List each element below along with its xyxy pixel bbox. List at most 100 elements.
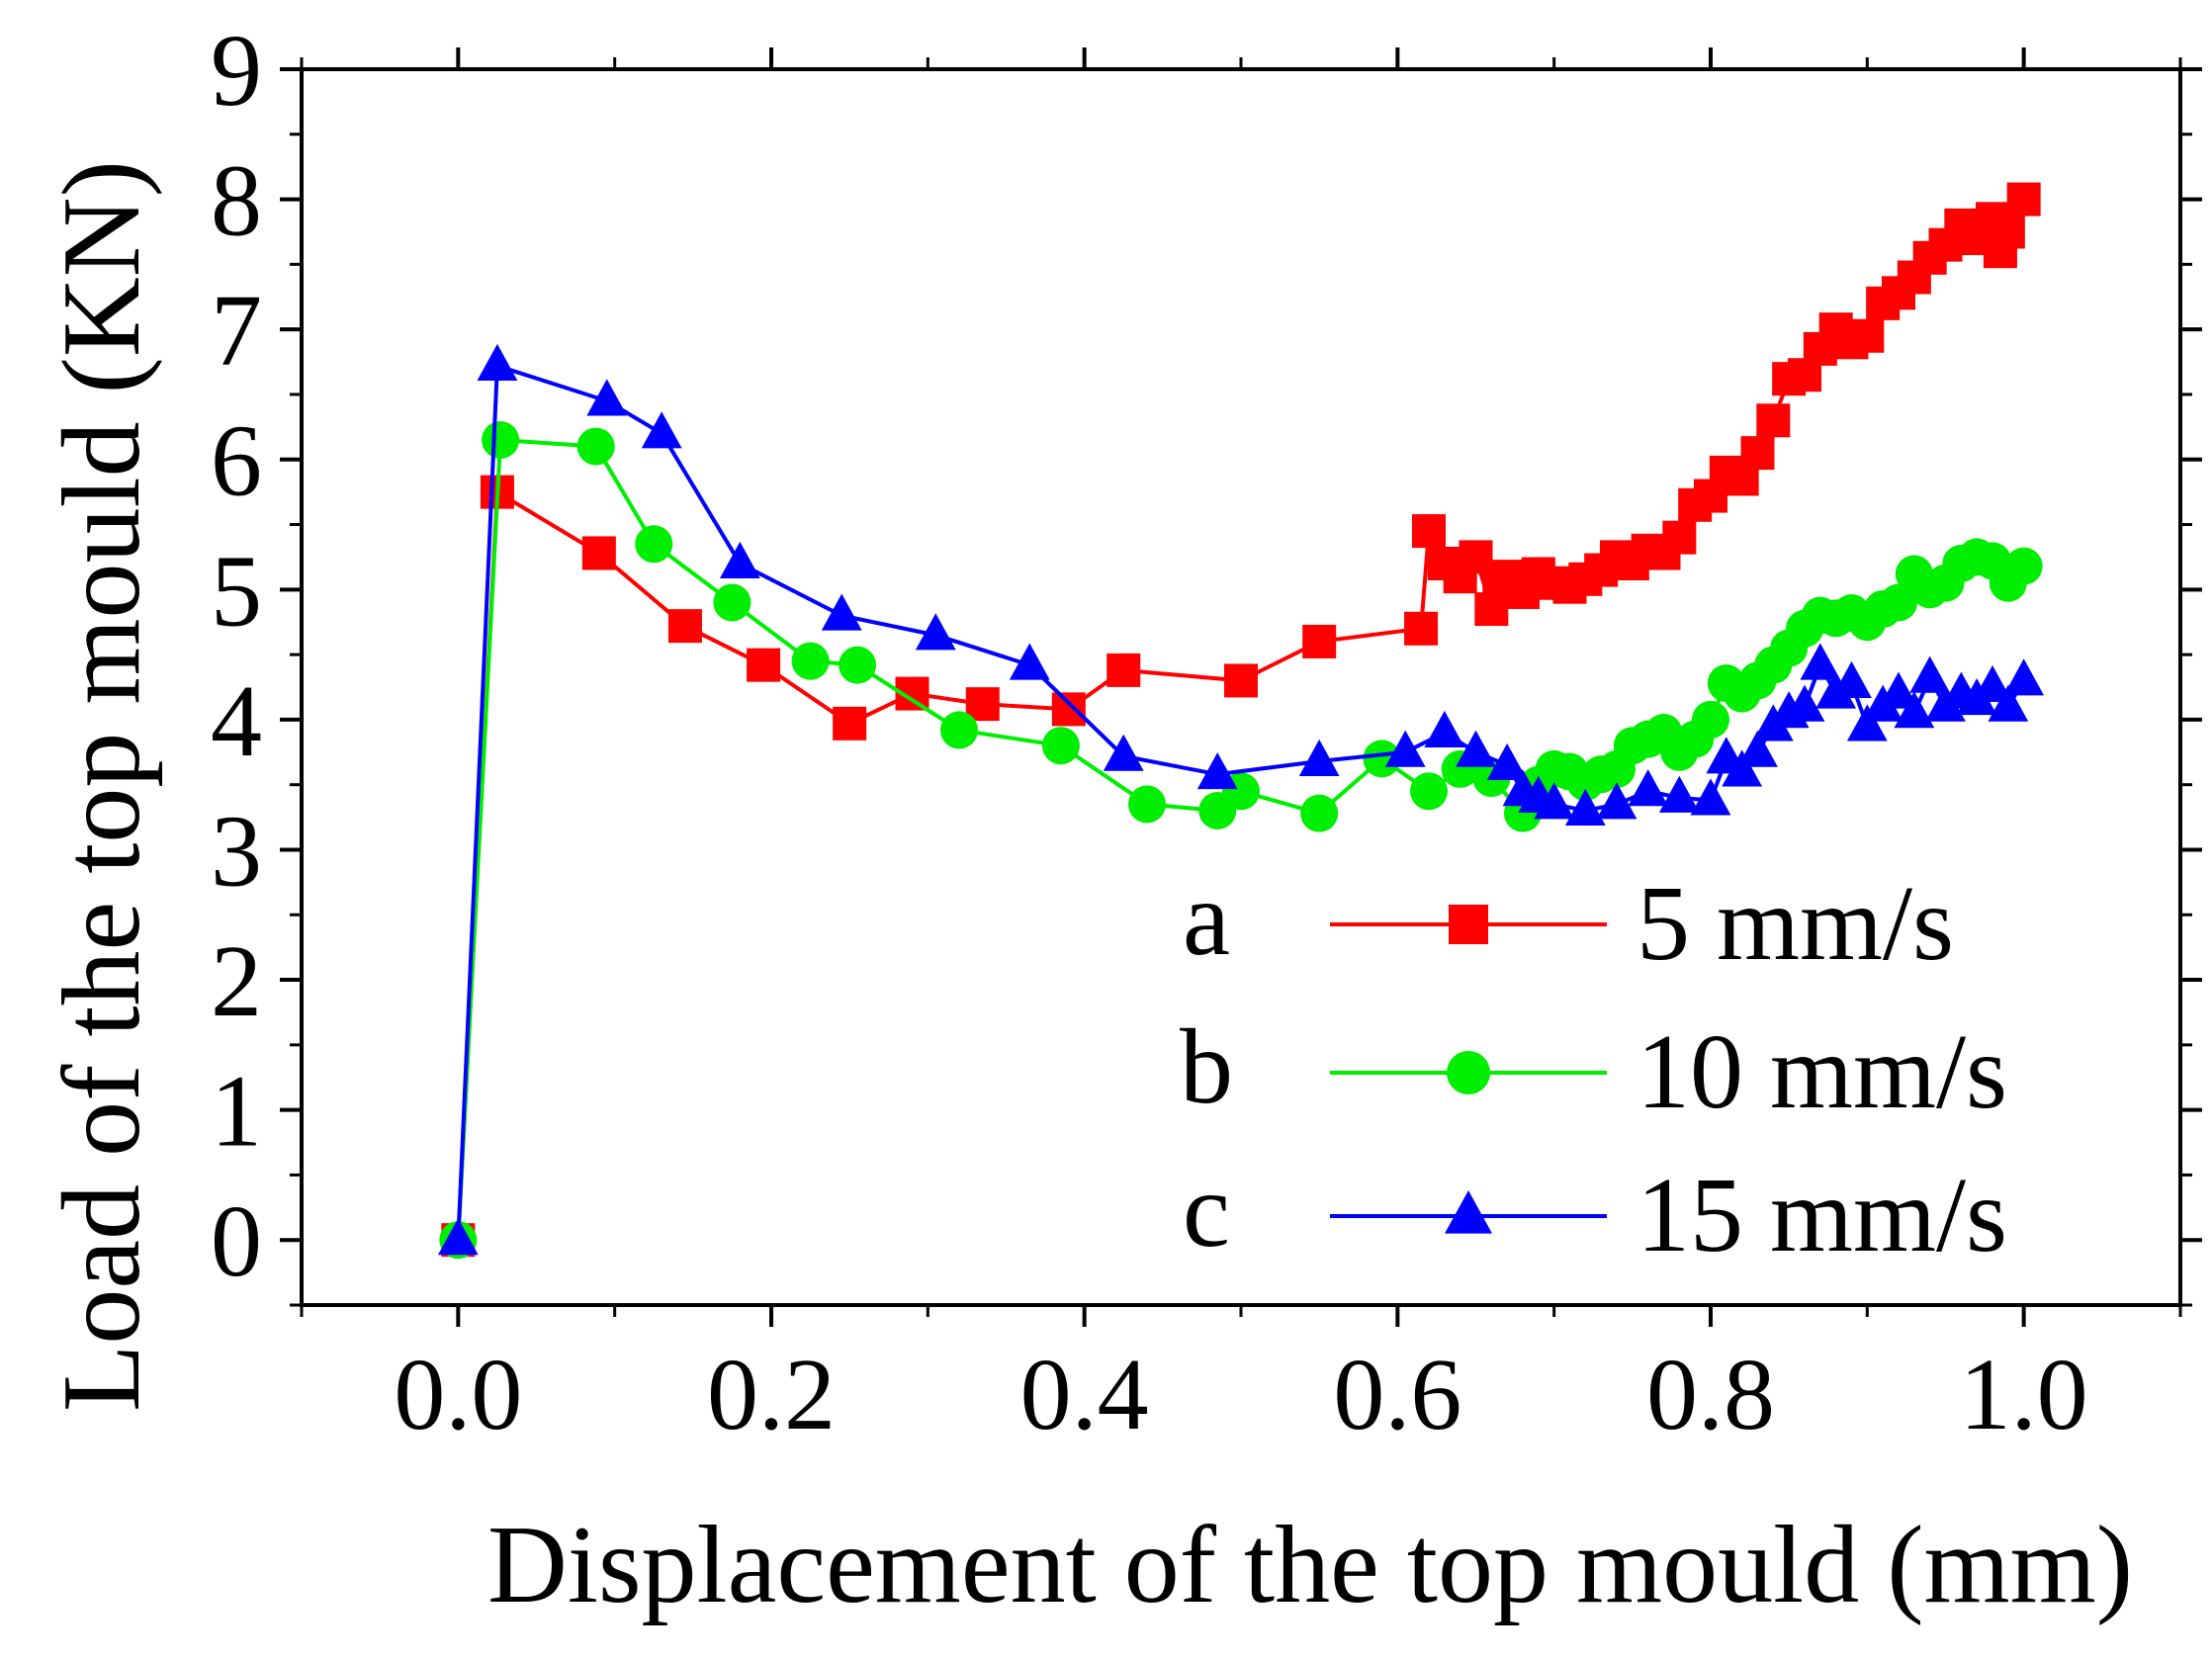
data-point-b xyxy=(635,525,673,564)
data-point-c xyxy=(1878,671,1919,709)
legend-letter-c: c xyxy=(1183,1152,1230,1269)
legend-marker-a xyxy=(1449,905,1488,944)
data-point-c xyxy=(1628,769,1669,807)
data-point-c xyxy=(1384,730,1426,767)
legend-letter-a: a xyxy=(1183,860,1230,978)
y-tick-label: 6 xyxy=(211,404,262,518)
series-c xyxy=(437,343,2045,1256)
data-point-b xyxy=(1692,700,1729,739)
data-point-a xyxy=(1404,611,1439,646)
data-point-c xyxy=(1298,739,1340,776)
data-point-c xyxy=(641,411,682,449)
data-point-b xyxy=(2004,547,2043,585)
data-point-b xyxy=(1041,727,1080,765)
data-point-c xyxy=(1534,782,1575,820)
x-tick-label: 0.8 xyxy=(1646,1338,1775,1451)
data-point-b xyxy=(576,427,615,466)
data-point-c xyxy=(1722,749,1763,787)
data-point-a xyxy=(1662,520,1697,555)
y-tick-label: 7 xyxy=(211,274,262,388)
data-point-b xyxy=(482,421,520,459)
data-point-c xyxy=(1909,655,1951,693)
data-point-c xyxy=(915,613,956,651)
data-point-c xyxy=(1009,643,1050,680)
data-point-b xyxy=(940,711,978,749)
data-point-c xyxy=(1564,788,1606,826)
axes: 0.0 0.2 0.4 0.6 0.8 1.0 0 1 2 3 4 5 6 7 8 9 xyxy=(211,14,2202,1451)
data-point-c xyxy=(1456,730,1496,767)
data-point-a xyxy=(965,687,1000,722)
data-point-c xyxy=(821,593,862,631)
series-b xyxy=(439,421,2043,1260)
data-point-b xyxy=(713,583,752,622)
data-point-a xyxy=(1756,403,1791,438)
y-tick-label: 3 xyxy=(211,794,262,908)
data-point-a xyxy=(833,706,867,741)
x-axis-title: Displacement of the top mould (mm) xyxy=(487,1504,2133,1626)
data-point-c xyxy=(1486,743,1528,780)
data-point-c xyxy=(2003,658,2045,696)
legend: a 5 mm/s b 10 mm/s c 15 mm/s xyxy=(1180,860,2007,1274)
x-tick-label: 0.4 xyxy=(1020,1338,1149,1451)
series-a xyxy=(441,182,2041,1258)
plot-marks xyxy=(437,182,2045,1260)
legend-marker-b xyxy=(1447,1051,1490,1094)
y-tick-label: 2 xyxy=(211,924,262,1038)
data-point-b xyxy=(839,646,877,684)
data-point-a xyxy=(1850,318,1885,353)
y-tick-label: 5 xyxy=(211,534,262,648)
data-point-b xyxy=(1410,772,1448,811)
data-point-c xyxy=(586,379,628,416)
data-point-b xyxy=(1128,785,1166,824)
data-point-a xyxy=(2006,182,2041,217)
data-point-a xyxy=(1991,215,2025,249)
x-tick-label: 0.2 xyxy=(707,1338,836,1451)
data-point-a xyxy=(1051,692,1086,727)
data-point-c xyxy=(1424,710,1465,748)
data-point-c xyxy=(1972,664,2013,702)
data-point-c xyxy=(1103,734,1144,771)
y-axis-title: Load of the top mould (KN) xyxy=(41,160,163,1412)
legend-marker-c xyxy=(1445,1189,1492,1234)
legend-label-a: 5 mm/s xyxy=(1637,865,1954,983)
data-point-a xyxy=(1106,653,1141,687)
legend-label-b: 10 mm/s xyxy=(1637,1013,2007,1131)
data-point-a xyxy=(667,609,702,644)
y-tick-label: 9 xyxy=(211,14,262,128)
data-point-c xyxy=(1988,684,2029,722)
data-point-a xyxy=(1302,624,1337,658)
data-point-a xyxy=(1224,663,1258,698)
y-tick-label: 0 xyxy=(211,1184,262,1298)
y-tick-label: 8 xyxy=(211,144,262,258)
data-point-a xyxy=(1740,436,1775,471)
data-point-c xyxy=(1846,704,1888,742)
x-tick-label: 1.0 xyxy=(1960,1338,2088,1451)
data-point-c xyxy=(1737,730,1778,767)
data-point-c xyxy=(1784,684,1825,722)
data-point-a xyxy=(1412,514,1446,549)
legend-letter-b: b xyxy=(1180,1008,1233,1126)
data-point-c xyxy=(477,343,518,381)
legend-label-c: 15 mm/s xyxy=(1637,1157,2007,1274)
x-tick-label: 0.6 xyxy=(1333,1338,1461,1451)
data-point-c xyxy=(1800,643,1841,680)
data-point-b xyxy=(791,642,830,680)
data-point-c xyxy=(1831,660,1872,699)
data-point-a xyxy=(581,536,616,570)
data-point-c xyxy=(719,541,760,578)
data-point-a xyxy=(747,648,781,682)
data-point-a xyxy=(1459,540,1493,574)
y-tick-label: 4 xyxy=(211,664,262,778)
data-point-c xyxy=(1196,752,1238,790)
data-point-b xyxy=(1300,794,1339,832)
data-point-b xyxy=(1880,583,1917,622)
data-point-c xyxy=(1658,775,1700,813)
data-point-c xyxy=(1596,782,1637,820)
data-point-c xyxy=(437,1218,479,1256)
x-tick-label: 0.0 xyxy=(394,1338,522,1451)
y-tick-label: 1 xyxy=(211,1055,262,1169)
data-point-c xyxy=(1690,778,1731,816)
data-point-c xyxy=(1894,691,1935,729)
